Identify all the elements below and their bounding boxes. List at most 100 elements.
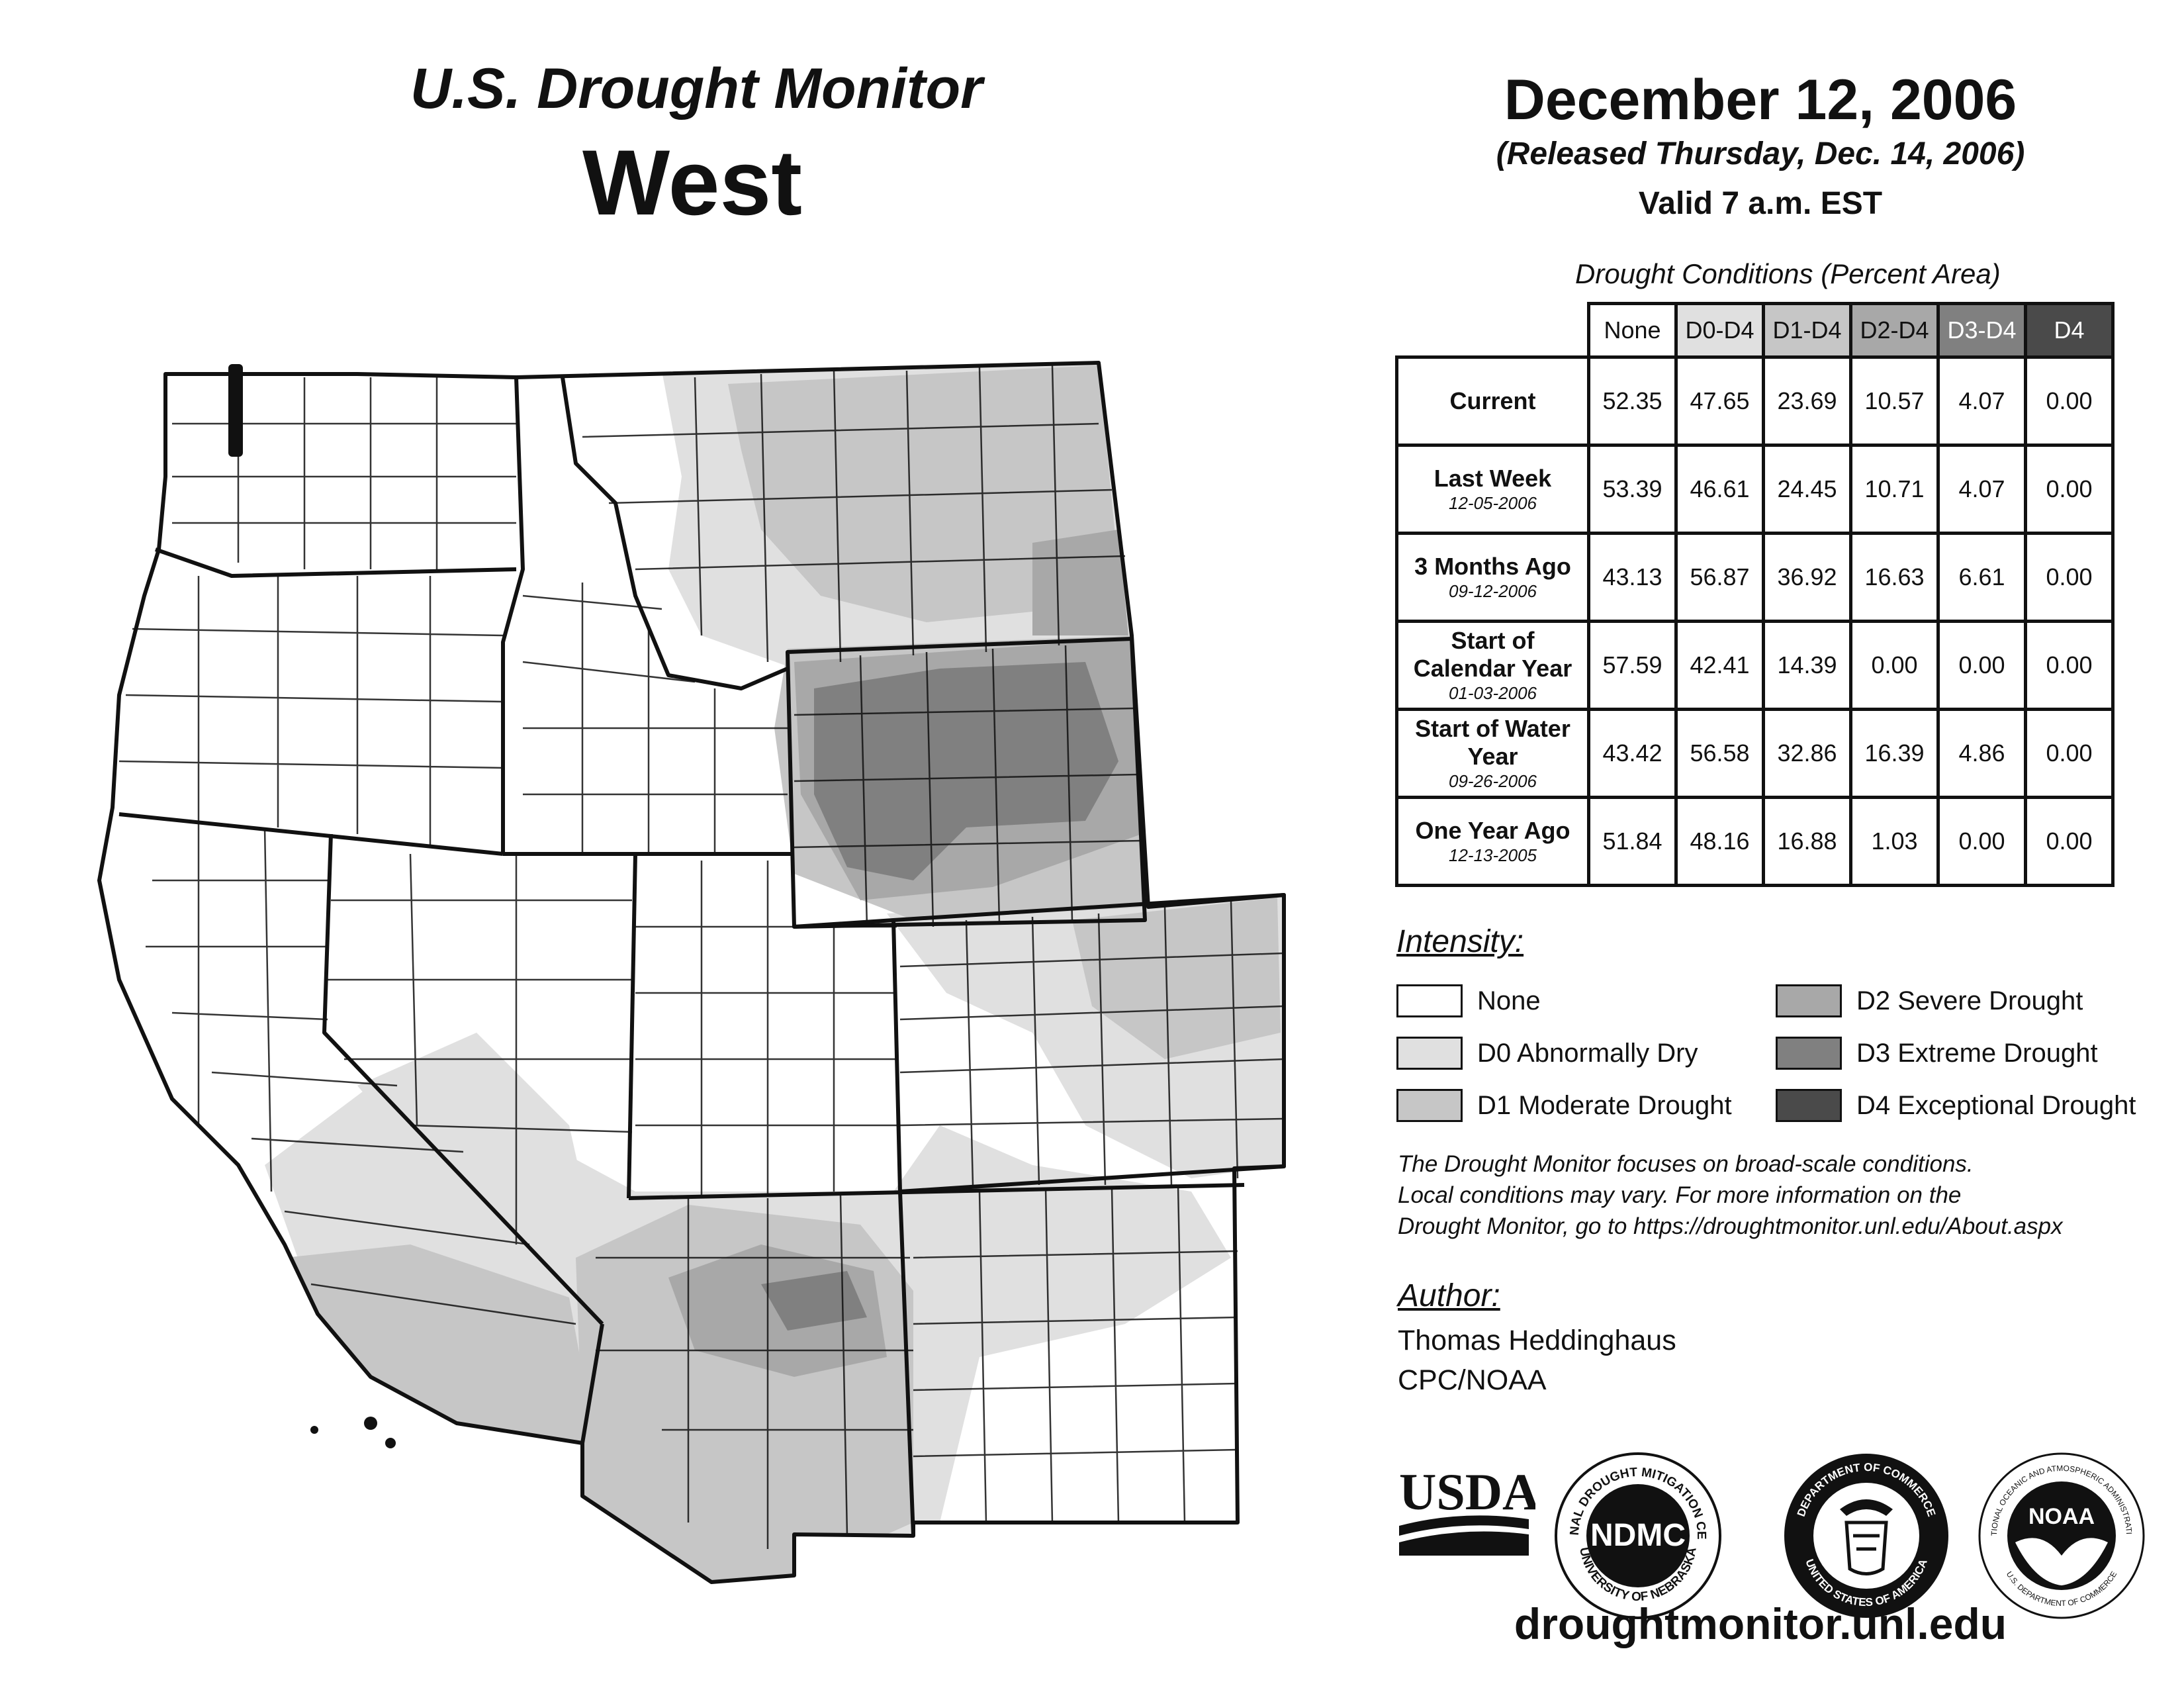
ndmc-logo-text: NDMC	[1590, 1518, 1686, 1553]
table-cell: 46.61	[1674, 444, 1765, 535]
table-corner	[1396, 303, 1589, 359]
table-cell: 16.63	[1849, 532, 1940, 623]
note-line: The Drought Monitor focuses on broad-sca…	[1398, 1151, 1974, 1177]
row-label-text: Start of Calendar Year	[1413, 627, 1572, 682]
legend-swatch	[1776, 1037, 1842, 1070]
table-cell: 23.69	[1762, 355, 1852, 447]
col-header: None	[1587, 302, 1678, 359]
usda-logo: USDA	[1399, 1463, 1535, 1556]
table-cell: 0.00	[2024, 532, 2115, 623]
legend-label: D3 Extreme Drought	[1856, 1038, 2098, 1068]
legend-swatch	[1776, 984, 1842, 1017]
id-mt-border	[561, 377, 789, 690]
legend-swatch	[1396, 1089, 1463, 1122]
legend-swatch	[1396, 984, 1463, 1017]
table-cell: 0.00	[1936, 796, 2027, 887]
table-cell: 56.58	[1674, 708, 1765, 799]
table-cell: 24.45	[1762, 444, 1852, 535]
table-cell: 0.00	[2024, 355, 2115, 447]
table-cell: 0.00	[2024, 620, 2115, 711]
wa-or-border	[155, 547, 517, 578]
author-name: Thomas Heddinghaus	[1398, 1325, 1676, 1356]
d1-area-socal	[285, 1244, 596, 1443]
row-label: Start of Calendar Year 01-03-2006	[1395, 620, 1590, 711]
county-lines-mt	[582, 365, 1126, 663]
table-cell: 36.92	[1762, 532, 1852, 623]
row-label: One Year Ago 12-13-2005	[1395, 796, 1590, 887]
row-label-text: One Year Ago	[1415, 817, 1570, 844]
row-date: 01-03-2006	[1449, 683, 1537, 703]
legend-item-d1: D1 Moderate Drought	[1396, 1089, 1732, 1122]
d3-area-wyoming	[814, 662, 1118, 880]
table-cell: 52.35	[1587, 355, 1678, 447]
table-row: Current 52.35 47.65 23.69 10.57 4.07 0.00	[1395, 355, 2115, 447]
legend-label: None	[1477, 986, 1541, 1015]
usda-logo-text: USDA	[1399, 1463, 1535, 1521]
row-label: Start of Water Year 09-26-2006	[1395, 708, 1590, 799]
legend-item-d0: D0 Abnormally Dry	[1396, 1037, 1698, 1070]
table-cell: 51.84	[1587, 796, 1678, 887]
table-cell: 10.71	[1849, 444, 1940, 535]
drought-map	[97, 361, 1286, 1584]
row-label: Last Week 12-05-2006	[1395, 444, 1590, 535]
county-lines-ca	[146, 821, 576, 1325]
table-cell: 6.61	[1936, 532, 2027, 623]
co-border	[893, 893, 1286, 1194]
legend-label: D0 Abnormally Dry	[1477, 1038, 1698, 1068]
county-lines-or	[118, 576, 504, 847]
table-cell: 42.41	[1674, 620, 1765, 711]
table-cell: 53.39	[1587, 444, 1678, 535]
legend-swatch	[1396, 1037, 1463, 1070]
county-lines-wy	[794, 645, 1142, 927]
table-cell: 1.03	[1849, 796, 1940, 887]
product-title: U.S. Drought Monitor	[410, 57, 983, 120]
row-label-text: Start of Water Year	[1415, 715, 1570, 770]
row-date: 09-12-2006	[1449, 581, 1537, 601]
id-west-border	[501, 377, 525, 854]
table-cell: 0.00	[2024, 796, 2115, 887]
channel-island-2	[385, 1438, 396, 1448]
commerce-seal: DEPARTMENT OF COMMERCE UNITED STATES OF …	[1784, 1454, 1948, 1618]
legend-label: D1 Moderate Drought	[1477, 1090, 1732, 1120]
table-cell: 43.13	[1587, 532, 1678, 623]
row-label: Current	[1395, 355, 1590, 447]
county-lines-nm	[913, 1184, 1238, 1523]
legend-title: Intensity:	[1396, 924, 1524, 959]
d3-area-arizona	[761, 1271, 867, 1331]
table-row: One Year Ago 12-13-2005 51.84 48.16 16.88 1.0…	[1395, 796, 2115, 887]
az-nm-border	[898, 1191, 915, 1536]
disclaimer-note: The Drought Monitor focuses on broad-sca…	[1398, 1149, 2179, 1242]
legend-item-none: None	[1396, 984, 1541, 1017]
d0-area-nevada	[357, 1033, 596, 1244]
table-cell: 43.42	[1587, 708, 1678, 799]
puget-sound-islands	[228, 364, 243, 457]
row-date: 09-26-2006	[1449, 771, 1537, 791]
valid-time: Valid 7 a.m. EST	[1638, 186, 1883, 221]
row-date: 12-05-2006	[1449, 493, 1537, 513]
table-cell: 4.07	[1936, 444, 2027, 535]
channel-island-3	[310, 1426, 318, 1434]
table-row: 3 Months Ago 09-12-2006 43.13 56.87 36.92 16.…	[1395, 532, 2115, 623]
author-block: Thomas Heddinghaus CPC/NOAA	[1398, 1321, 1676, 1400]
col-header: D0-D4	[1674, 302, 1765, 359]
col-header: D1-D4	[1762, 302, 1852, 359]
author-heading: Author:	[1398, 1278, 1500, 1313]
county-lines-ut	[635, 861, 900, 1195]
d2-area-montana-east	[1032, 530, 1128, 635]
d1-area-colorado	[1072, 898, 1281, 1059]
legend-label: D2 Severe Drought	[1856, 986, 2083, 1015]
county-lines-az	[596, 1194, 913, 1549]
col-header: D2-D4	[1849, 302, 1940, 359]
az-ca-border	[580, 1323, 604, 1496]
table-cell: 32.86	[1762, 708, 1852, 799]
table-cell: 47.65	[1674, 355, 1765, 447]
table-row: Start of Water Year 09-26-2006 43.42 56.58 3…	[1395, 708, 2115, 799]
legend-label: D4 Exceptional Drought	[1856, 1090, 2136, 1120]
noaa-logo-text: NOAA	[2028, 1504, 2095, 1529]
row-label: 3 Months Ago 09-12-2006	[1395, 532, 1590, 623]
county-lines-wa	[172, 374, 516, 569]
nv-ut-border	[627, 853, 637, 1199]
website-url[interactable]: droughtmonitor.unl.edu	[1514, 1599, 2007, 1648]
author-org: CPC/NOAA	[1398, 1364, 1547, 1396]
row-date: 12-13-2005	[1449, 845, 1537, 865]
